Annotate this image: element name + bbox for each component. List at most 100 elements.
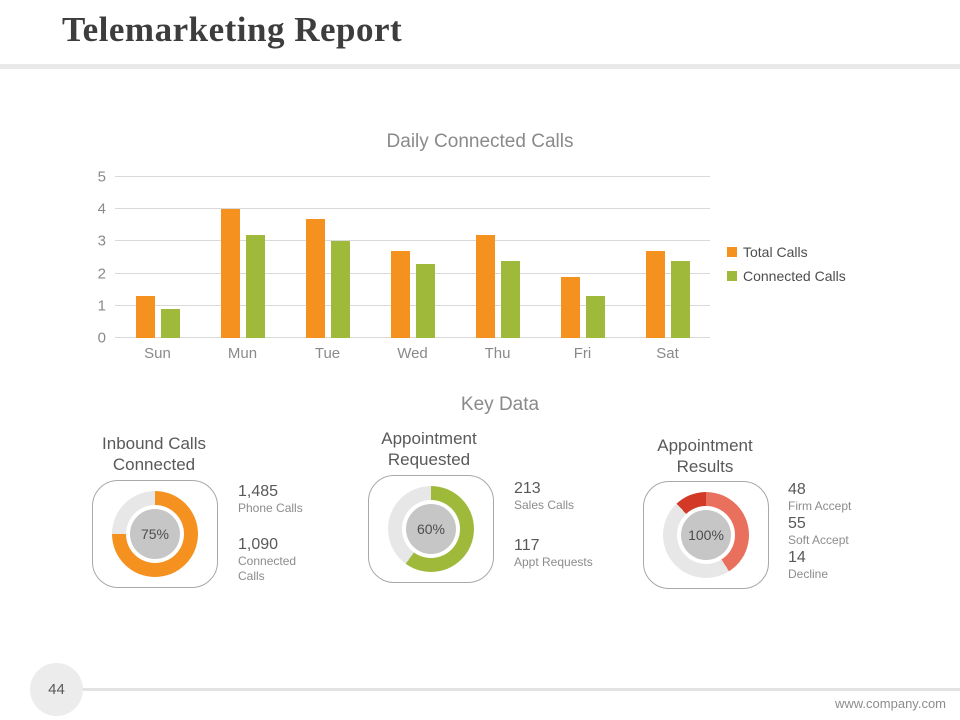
bar-total-calls xyxy=(135,296,155,338)
gridline xyxy=(115,337,710,338)
stat-value: 117 xyxy=(514,537,540,554)
stat-label: Decline xyxy=(788,567,829,581)
stat-value: 48 xyxy=(788,481,806,498)
bar-group-mun xyxy=(200,177,285,338)
bar-group-fri xyxy=(540,177,625,338)
card-stats: 213 Sales Calls 117 Appt Requests xyxy=(514,480,600,594)
key-data-title: Key Data xyxy=(460,394,540,415)
x-axis-label: Sat xyxy=(656,345,679,362)
donut-hole: 100% xyxy=(677,506,735,564)
page-number-badge: 44 xyxy=(30,663,83,716)
stat: 48 Firm Accept xyxy=(788,481,874,514)
bar-total-calls xyxy=(220,209,240,338)
bar-group-sun xyxy=(115,177,200,338)
bar-group-wed xyxy=(370,177,455,338)
x-axis-label: Fri xyxy=(573,345,592,362)
stat-value: 1,485 xyxy=(238,483,279,500)
y-axis-tick: 2 xyxy=(97,265,106,283)
card-heading: Appointment Requested xyxy=(329,428,529,470)
gridline xyxy=(115,240,710,242)
donut-chart-results: 100% xyxy=(663,492,749,578)
card-heading-line2: Results xyxy=(676,457,734,476)
card-stats: 1,485 Phone Calls 1,090 Connected Calls xyxy=(238,483,324,604)
stat-label: Firm Accept xyxy=(788,499,852,513)
bar-connected-calls xyxy=(160,309,180,338)
y-axis-tick: 5 xyxy=(97,168,106,186)
donut-center-label: 100% xyxy=(681,510,731,560)
card-heading-line1: Appointment xyxy=(657,436,753,455)
bar-chart-x-axis: Sun Mun Tue Wed Thu Fri Sat xyxy=(115,345,710,362)
legend-item-connected-calls: Connected Calls xyxy=(727,268,846,284)
gridline xyxy=(115,304,710,306)
bar-total-calls xyxy=(475,234,495,338)
stat-label: Appt Requests xyxy=(514,555,593,569)
bar-connected-calls xyxy=(245,234,265,338)
stat: 14 Decline xyxy=(788,549,874,582)
bar-connected-calls xyxy=(415,263,435,338)
donut-hole: 75% xyxy=(126,505,184,563)
y-axis-tick: 3 xyxy=(97,232,106,250)
bar-connected-calls xyxy=(670,260,690,338)
x-axis-label: Mun xyxy=(227,345,258,362)
bar-connected-calls xyxy=(330,241,350,338)
stat: 1,090 Connected Calls xyxy=(238,536,324,584)
x-axis-label: Thu xyxy=(484,345,511,362)
stat-value: 213 xyxy=(514,480,541,497)
bar-group-thu xyxy=(455,177,540,338)
bar-chart-legend: Total Calls Connected Calls xyxy=(727,244,846,292)
footer-divider xyxy=(56,688,960,691)
legend-item-total-calls: Total Calls xyxy=(727,244,846,260)
stat-label: Connected Calls xyxy=(238,554,297,583)
legend-label: Total Calls xyxy=(743,244,808,260)
donut-card: 75% xyxy=(92,480,218,588)
y-axis-tick: 1 xyxy=(97,297,106,315)
bar-chart-title: Daily Connected Calls xyxy=(386,131,574,152)
card-heading-line1: Inbound Calls xyxy=(102,434,206,453)
card-heading: Inbound Calls Connected xyxy=(54,433,254,475)
bar-chart-y-axis: 0 1 2 3 4 5 xyxy=(84,170,106,346)
stat-label: Soft Accept xyxy=(788,533,849,547)
card-heading: Appointment Results xyxy=(605,435,805,477)
x-axis-label: Tue xyxy=(314,345,341,362)
total-calls-swatch-icon xyxy=(727,247,737,257)
stat: 1,485 Phone Calls xyxy=(238,483,324,516)
gridline xyxy=(115,176,710,177)
y-axis-tick: 0 xyxy=(97,329,106,347)
donut-hole: 60% xyxy=(402,500,460,558)
gridline xyxy=(115,208,710,210)
donut-center-label: 75% xyxy=(130,509,180,559)
card-heading-line2: Requested xyxy=(387,450,471,469)
donut-center-label: 60% xyxy=(406,504,456,554)
stat: 213 Sales Calls xyxy=(514,480,600,513)
bar-group-sat xyxy=(625,177,710,338)
bar-connected-calls xyxy=(585,296,605,338)
x-axis-label: Wed xyxy=(397,345,428,362)
y-axis-tick: 4 xyxy=(97,200,106,218)
legend-label: Connected Calls xyxy=(743,268,846,284)
connected-calls-swatch-icon xyxy=(727,271,737,281)
bar-total-calls xyxy=(560,276,580,338)
stat-value: 1,090 xyxy=(238,536,279,553)
header-divider xyxy=(0,64,960,69)
gridline xyxy=(115,272,710,274)
x-axis-label: Sun xyxy=(144,345,171,362)
stat-label: Phone Calls xyxy=(238,501,303,515)
bar-chart-bars xyxy=(115,177,710,338)
card-heading-line2: Connected xyxy=(112,455,196,474)
bar-group-tue xyxy=(285,177,370,338)
bar-total-calls xyxy=(390,251,410,338)
bar-chart-plot-area xyxy=(115,176,710,338)
card-stats: 48 Firm Accept 55 Soft Accept 14 Decline xyxy=(788,481,874,583)
donut-chart-requested: 60% xyxy=(388,486,474,572)
donut-card: 60% xyxy=(368,475,494,583)
stat-label: Sales Calls xyxy=(514,498,575,512)
bar-total-calls xyxy=(305,218,325,338)
page-title: Telemarketing Report xyxy=(62,10,403,49)
stat-value: 14 xyxy=(788,549,806,566)
footer-website: www.company.com xyxy=(834,696,946,711)
stat: 55 Soft Accept xyxy=(788,515,874,548)
donut-card: 100% xyxy=(643,481,769,589)
card-heading-line1: Appointment xyxy=(381,429,477,448)
stat-value: 55 xyxy=(788,515,806,532)
